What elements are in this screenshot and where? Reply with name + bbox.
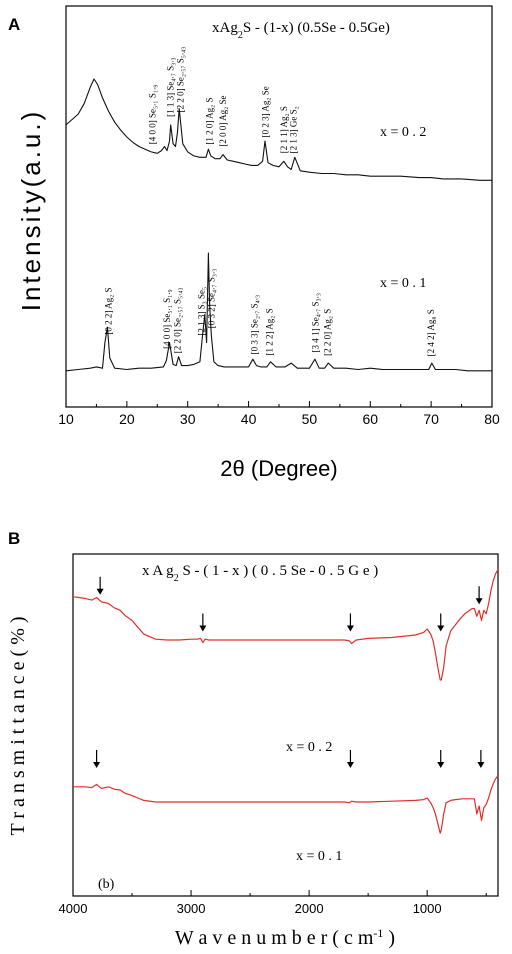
peak-label: [2 2 0] Se₂.₅₇ S₅.₄₃ [172, 287, 182, 353]
peak-arrow [437, 613, 445, 632]
panel-b-y-label: T r a n s m i t t a n c e ( % ) [7, 616, 29, 835]
peak-label: [1 2 2] Ag₂ S [264, 308, 274, 355]
peak-arrow [477, 750, 485, 768]
x-tick-label: 30 [180, 411, 196, 427]
panel-b-series-label-bottom: x = 0 . 1 [296, 849, 342, 864]
peak-label: [2 0 0] Ag₂ Se [218, 95, 228, 146]
x-tick-label: 3000 [177, 901, 206, 916]
x-tick-label: 1000 [413, 901, 442, 916]
x-tick-label: 2000 [295, 901, 324, 916]
peak-label: [4 0 0] Se₅.₁ S₁.₉ [162, 289, 172, 349]
panel-a-x-label: 2θ (Degree) [220, 456, 337, 481]
peak-label: [3 4 1] Se₄.₇ S₃.₃ [311, 293, 321, 353]
x-tick-label: 70 [423, 411, 439, 427]
trace-x-0-2 [72, 569, 499, 681]
panel-b-frame [72, 553, 499, 897]
peak-label: [1 2 0] Ag₂ S [205, 97, 215, 144]
peak-arrow [93, 750, 101, 768]
panel-b-traces [72, 569, 499, 834]
peak-label: [2 1 1] Ag₂ S [279, 106, 289, 153]
panel-b-inner-label: (b) [98, 877, 115, 892]
trace-x-0-1 [65, 252, 492, 372]
x-tick-label: 80 [484, 411, 500, 427]
x-tick-label: 4000 [59, 901, 88, 916]
panel-a-peak-labels: [4 0 0] Se₅.₁ S₁.₉ [1 1 3] Se₄.₇ S₃.₃ [2 2… [104, 47, 437, 357]
trace-x-0-1 [73, 775, 499, 834]
peak-label: [0 3 3] Se₂.₇ S₄.₃ [250, 295, 260, 355]
peak-arrow [437, 750, 445, 768]
x-tick-label: 60 [362, 411, 378, 427]
peak-label: [0 3 2] Se₄.₇ S₃.₃ [206, 269, 216, 329]
panel-a-x-axis: 10 20 30 40 50 60 70 80 [58, 401, 500, 427]
peak-arrow [346, 613, 354, 632]
panel-a-series-label-bottom: x = 0 . 1 [380, 276, 426, 291]
panel-b-series-label-top: x = 0 . 2 [286, 740, 332, 755]
x-tick-label: 10 [58, 411, 74, 427]
peak-label: [0 2 3] Ag₂ Se [261, 86, 271, 137]
peak-label: [2 4 2] Ag₈ S [426, 309, 436, 356]
peak-label: [2 2 0] Se₂.₅₇ S₅.₄₃ [175, 47, 185, 113]
x-tick-label: 50 [302, 411, 318, 427]
panel-b-arrows [93, 576, 485, 768]
panel-b-x-axis: 4000 3000 2000 1000 [59, 890, 487, 916]
trace-x-0-2 [65, 78, 492, 181]
peak-label: [4 0 0] Se₅.₁ S₁.₉ [147, 85, 157, 145]
panel-b-x-label: W a v e n u m b e r ( c m-1 ) [175, 926, 395, 949]
peak-arrow [96, 576, 104, 595]
panel-a-title: xAg2S - (1-x) (0.5Se - 0.5Ge) [212, 20, 390, 41]
x-tick-label: 20 [119, 411, 135, 427]
peak-label: [2 2 0] Ag₂ S [323, 309, 333, 356]
panel-a-y-label: Intensity(a.u.) [16, 109, 46, 312]
panel-a-label: A [8, 15, 20, 34]
peak-label: [1 1 3] Se₄.₇ S₃.₃ [166, 57, 176, 117]
peak-arrow [346, 750, 354, 768]
panel-b-title: x A g2 S - ( 1 - x ) ( 0 . 5 Se - 0 . 5 … [142, 563, 378, 584]
panel-a-series-label-top: x = 0 . 2 [380, 125, 426, 140]
peak-label: [2 1 3] Ge S₂ [289, 106, 299, 153]
x-tick-label: 40 [241, 411, 257, 427]
peak-arrow [475, 586, 483, 605]
peak-arrow [199, 613, 207, 632]
panel-b-label: B [8, 529, 20, 548]
peak-label: [2 1 3] S₃ Se₅ [197, 287, 207, 336]
peak-label: [0 2 2] Ag₂ S [104, 287, 114, 334]
panel-a-traces [65, 78, 492, 372]
